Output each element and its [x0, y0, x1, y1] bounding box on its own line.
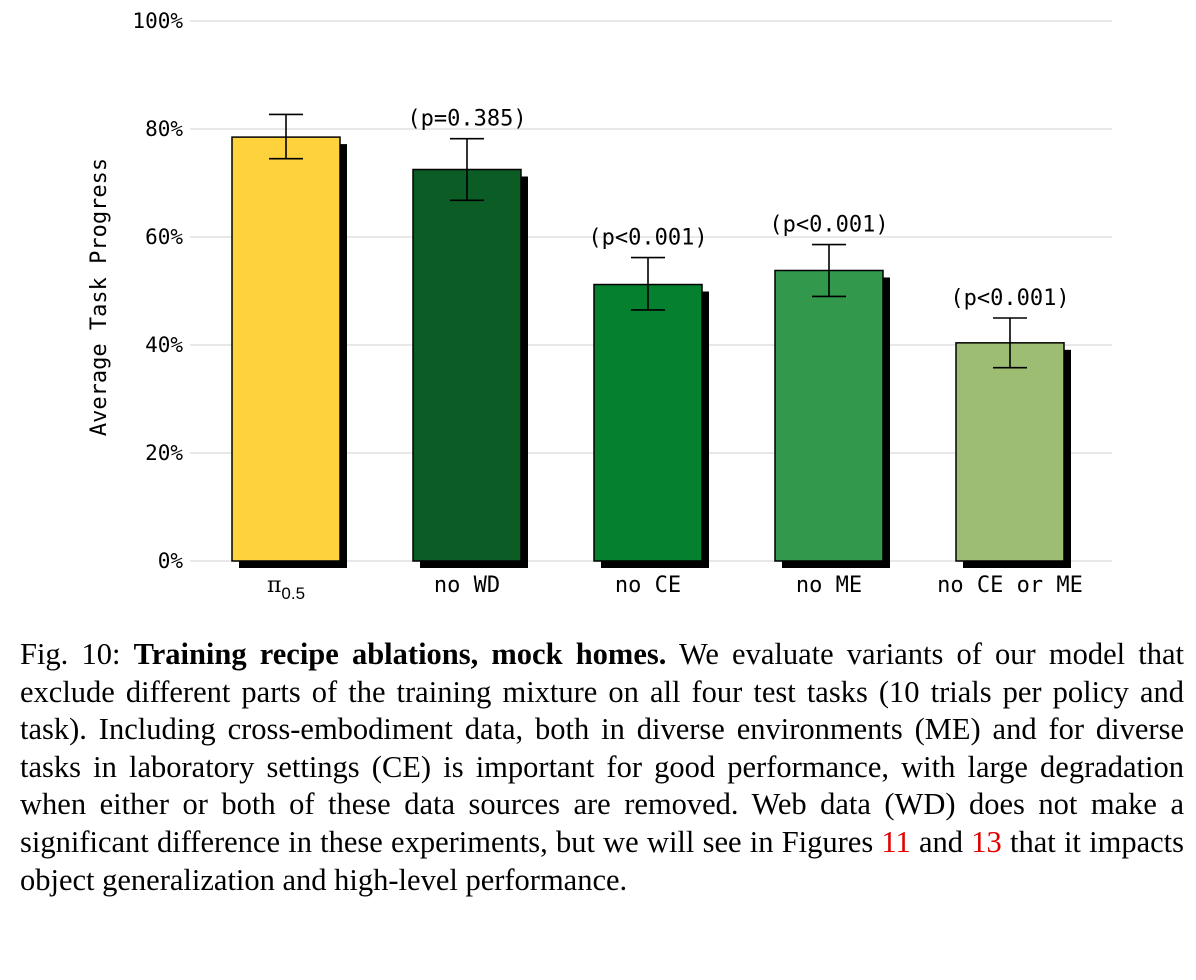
caption-label: Fig. 10:: [20, 637, 121, 671]
figure-caption: Fig. 10: Training recipe ablations, mock…: [20, 636, 1184, 899]
x-tick-label: no CE or ME: [937, 573, 1083, 598]
x-tick-label: no WD: [434, 573, 500, 598]
x-tick-label-subscript: 0.5: [281, 584, 305, 603]
x-tick-labels: π0.5 no WD no CE no ME no CE or ME: [267, 573, 1083, 603]
caption-text-and: and: [919, 824, 964, 859]
x-tick-label: no CE: [615, 573, 681, 598]
y-axis-label: Average Task Progress: [87, 158, 112, 436]
figure-ref-13[interactable]: 13: [971, 824, 1002, 859]
x-tick-label: no ME: [796, 573, 862, 598]
caption-text-2: that it impacts object generalization an…: [20, 824, 1184, 897]
figure-ref-11[interactable]: 11: [881, 824, 911, 859]
caption-text-1: We evaluate variants of our model that e…: [20, 637, 1185, 859]
y-tick-label: 60%: [145, 225, 183, 249]
bar-chart: 0% 20% 40% 60% 80% 100% (p=0.385) (p<0.001) (p<…: [87, 9, 1112, 603]
p-value-annotation: (p<0.001): [769, 213, 888, 238]
y-tick-label: 80%: [145, 117, 183, 141]
p-value-annotation: (p<0.001): [950, 286, 1069, 311]
bar: [412, 168, 522, 562]
bar: [231, 136, 341, 562]
x-tick-label-main: π: [267, 573, 281, 598]
y-tick-labels: 0% 20% 40% 60% 80% 100%: [132, 9, 183, 573]
x-tick-label: π0.5: [267, 573, 305, 603]
y-tick-label: 100%: [132, 9, 183, 33]
bar: [774, 269, 884, 562]
bar: [955, 342, 1065, 562]
y-tick-label: 20%: [145, 441, 183, 465]
p-value-annotation: (p<0.001): [588, 226, 707, 251]
caption-title: Training recipe ablations, mock homes.: [133, 637, 667, 671]
y-tick-label: 0%: [158, 549, 184, 573]
bars: (p=0.385) (p<0.001) (p<0.001) (p<0.001): [231, 107, 1071, 568]
p-value-annotation: (p=0.385): [407, 107, 526, 132]
y-tick-label: 40%: [145, 333, 183, 357]
bar: [593, 283, 703, 562]
